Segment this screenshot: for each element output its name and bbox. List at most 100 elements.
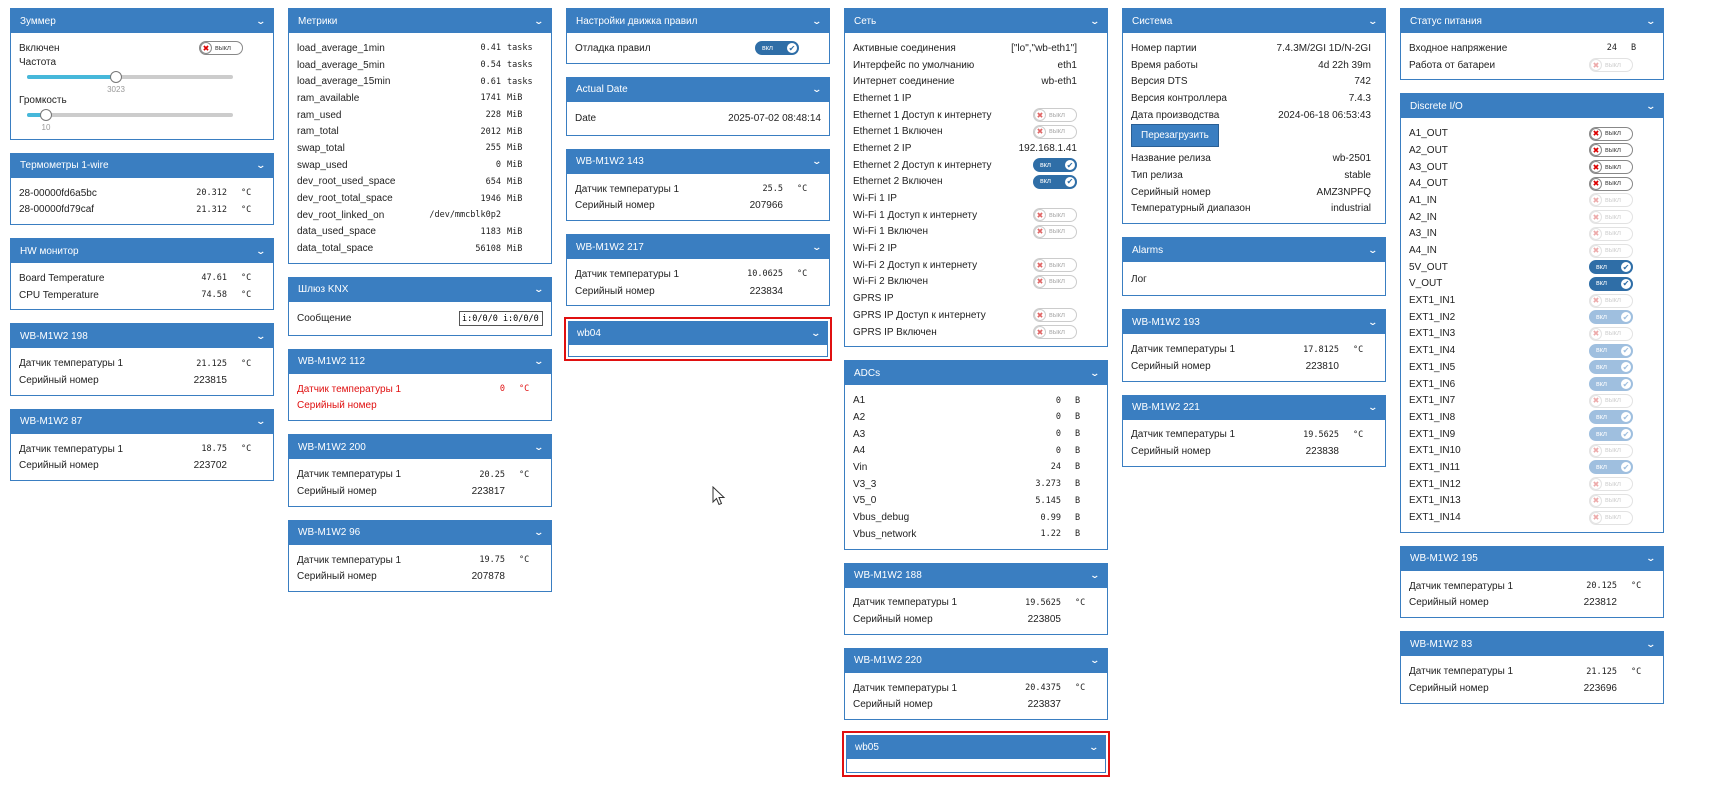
dio-toggle[interactable]: ✖ выкл: [1589, 160, 1633, 175]
dio-toggle[interactable]: ✖ выкл: [1589, 293, 1633, 308]
widget-header[interactable]: Зуммер ⌄: [11, 9, 273, 33]
chevron-down-icon[interactable]: ⌄: [1089, 367, 1101, 378]
widget-header[interactable]: Система ⌄: [1123, 9, 1385, 33]
net-toggle[interactable]: ✖ выкл: [1033, 108, 1077, 123]
slider-thumb[interactable]: [40, 108, 52, 121]
dio-toggle[interactable]: вкл ✔: [1589, 377, 1633, 392]
dio-toggle[interactable]: вкл ✔: [1589, 360, 1633, 375]
chevron-down-icon[interactable]: ⌄: [1088, 741, 1100, 752]
chevron-down-icon[interactable]: ⌄: [1645, 15, 1657, 26]
widget-header[interactable]: Метрики ⌄: [289, 9, 551, 33]
widget-header[interactable]: WB-M1W2 200 ⌄: [289, 435, 551, 460]
widget-header[interactable]: Discrete I/O ⌄: [1401, 94, 1663, 119]
chevron-down-icon[interactable]: ⌄: [1367, 244, 1379, 255]
net-toggle[interactable]: ✖ выкл: [1033, 308, 1077, 323]
chevron-down-icon[interactable]: ⌄: [1089, 655, 1101, 666]
widget-header[interactable]: HW монитор ⌄: [11, 239, 273, 264]
widget-header[interactable]: Настройки движка правил ⌄: [567, 9, 829, 33]
chevron-down-icon[interactable]: ⌄: [811, 156, 823, 167]
widget-header[interactable]: WB-M1W2 193 ⌄: [1123, 310, 1385, 335]
dio-toggle[interactable]: ✖ выкл: [1589, 210, 1633, 225]
dio-toggle[interactable]: ✖ выкл: [1589, 226, 1633, 241]
widget-header[interactable]: Статус питания ⌄: [1401, 9, 1663, 33]
chevron-down-icon[interactable]: ⌄: [1367, 316, 1379, 327]
chevron-down-icon[interactable]: ⌄: [811, 241, 823, 252]
widget-header[interactable]: WB-M1W2 217 ⌄: [567, 235, 829, 260]
widget-header[interactable]: Термометры 1-wire ⌄: [11, 153, 273, 178]
chevron-down-icon[interactable]: ⌄: [811, 15, 823, 26]
volume-slider[interactable]: 10: [27, 107, 233, 132]
net-toggle[interactable]: ✖ выкл: [1033, 258, 1077, 273]
battery-toggle[interactable]: ✖ выкл: [1589, 58, 1633, 73]
dio-toggle[interactable]: ✖ выкл: [1589, 510, 1633, 525]
chevron-down-icon[interactable]: ⌄: [533, 356, 545, 367]
widget-header[interactable]: Actual Date ⌄: [567, 77, 829, 102]
widget-header[interactable]: WB-M1W2 188 ⌄: [845, 563, 1107, 588]
widget-header[interactable]: ADCs ⌄: [845, 361, 1107, 386]
chevron-down-icon[interactable]: ⌄: [1089, 15, 1101, 26]
dio-toggle[interactable]: ✖ выкл: [1589, 443, 1633, 458]
dio-toggle[interactable]: вкл ✔: [1589, 410, 1633, 425]
rules-debug-toggle[interactable]: вкл ✔: [755, 41, 799, 56]
net-toggle[interactable]: вкл ✔: [1033, 158, 1077, 173]
net-toggle[interactable]: ✖ выкл: [1033, 224, 1077, 239]
dio-toggle[interactable]: ✖ выкл: [1589, 493, 1633, 508]
widget-header[interactable]: wb04 ⌄: [568, 321, 828, 346]
chevron-down-icon[interactable]: ⌄: [1089, 570, 1101, 581]
chevron-down-icon[interactable]: ⌄: [533, 441, 545, 452]
frequency-slider[interactable]: 3023: [27, 69, 233, 94]
widget-header[interactable]: WB-M1W2 143 ⌄: [567, 149, 829, 174]
chevron-down-icon[interactable]: ⌄: [255, 416, 267, 427]
widget-header[interactable]: WB-M1W2 96 ⌄: [289, 520, 551, 545]
widget-header[interactable]: WB-M1W2 220 ⌄: [845, 648, 1107, 673]
dio-toggle[interactable]: вкл ✔: [1589, 310, 1633, 325]
chevron-down-icon[interactable]: ⌄: [810, 327, 822, 338]
chevron-down-icon[interactable]: ⌄: [533, 527, 545, 538]
net-toggle[interactable]: ✖ выкл: [1033, 124, 1077, 139]
chevron-down-icon[interactable]: ⌄: [255, 15, 267, 26]
net-toggle[interactable]: ✖ выкл: [1033, 208, 1077, 223]
widget-header[interactable]: Alarms ⌄: [1123, 238, 1385, 263]
dio-toggle[interactable]: вкл ✔: [1589, 343, 1633, 358]
knx-message-input[interactable]: [459, 311, 543, 327]
chevron-down-icon[interactable]: ⌄: [533, 15, 545, 26]
reboot-button[interactable]: Перезагрузить: [1131, 124, 1219, 148]
chevron-down-icon[interactable]: ⌄: [255, 160, 267, 171]
widget-header[interactable]: Шлюз KNX ⌄: [289, 277, 551, 302]
chevron-down-icon[interactable]: ⌄: [533, 284, 545, 295]
buzzer-enabled-toggle[interactable]: ✖ выкл: [199, 41, 243, 56]
widget-header[interactable]: WB-M1W2 198 ⌄: [11, 324, 273, 349]
chevron-down-icon[interactable]: ⌄: [811, 84, 823, 95]
net-toggle[interactable]: ✖ выкл: [1033, 325, 1077, 340]
widget-header[interactable]: WB-M1W2 83 ⌄: [1401, 632, 1663, 657]
dio-toggle[interactable]: ✖ выкл: [1589, 393, 1633, 408]
toggle-text: вкл: [1596, 463, 1607, 471]
dio-toggle[interactable]: ✖ выкл: [1589, 193, 1633, 208]
dio-toggle[interactable]: ✖ выкл: [1589, 477, 1633, 492]
chevron-down-icon[interactable]: ⌄: [1367, 402, 1379, 413]
chevron-down-icon[interactable]: ⌄: [255, 245, 267, 256]
chevron-down-icon[interactable]: ⌄: [1645, 100, 1657, 111]
widget-header[interactable]: WB-M1W2 87 ⌄: [11, 409, 273, 434]
dio-toggle[interactable]: вкл ✔: [1589, 460, 1633, 475]
widget-header[interactable]: Сеть ⌄: [845, 9, 1107, 33]
widget-header[interactable]: WB-M1W2 112 ⌄: [289, 349, 551, 374]
dio-toggle[interactable]: вкл ✔: [1589, 260, 1633, 275]
dio-toggle[interactable]: ✖ выкл: [1589, 243, 1633, 258]
widget-header[interactable]: wb05 ⌄: [846, 735, 1106, 760]
net-toggle[interactable]: вкл ✔: [1033, 174, 1077, 189]
net-toggle[interactable]: ✖ выкл: [1033, 274, 1077, 289]
dio-toggle[interactable]: ✖ выкл: [1589, 143, 1633, 158]
chevron-down-icon[interactable]: ⌄: [1367, 15, 1379, 26]
widget-header[interactable]: WB-M1W2 195 ⌄: [1401, 546, 1663, 571]
dio-toggle[interactable]: вкл ✔: [1589, 427, 1633, 442]
chevron-down-icon[interactable]: ⌄: [255, 330, 267, 341]
dio-toggle[interactable]: ✖ выкл: [1589, 326, 1633, 341]
chevron-down-icon[interactable]: ⌄: [1645, 638, 1657, 649]
dio-toggle[interactable]: ✖ выкл: [1589, 176, 1633, 191]
widget-header[interactable]: WB-M1W2 221 ⌄: [1123, 395, 1385, 420]
dio-toggle[interactable]: вкл ✔: [1589, 276, 1633, 291]
chevron-down-icon[interactable]: ⌄: [1645, 553, 1657, 564]
dio-toggle[interactable]: ✖ выкл: [1589, 126, 1633, 141]
slider-thumb[interactable]: [110, 70, 122, 83]
